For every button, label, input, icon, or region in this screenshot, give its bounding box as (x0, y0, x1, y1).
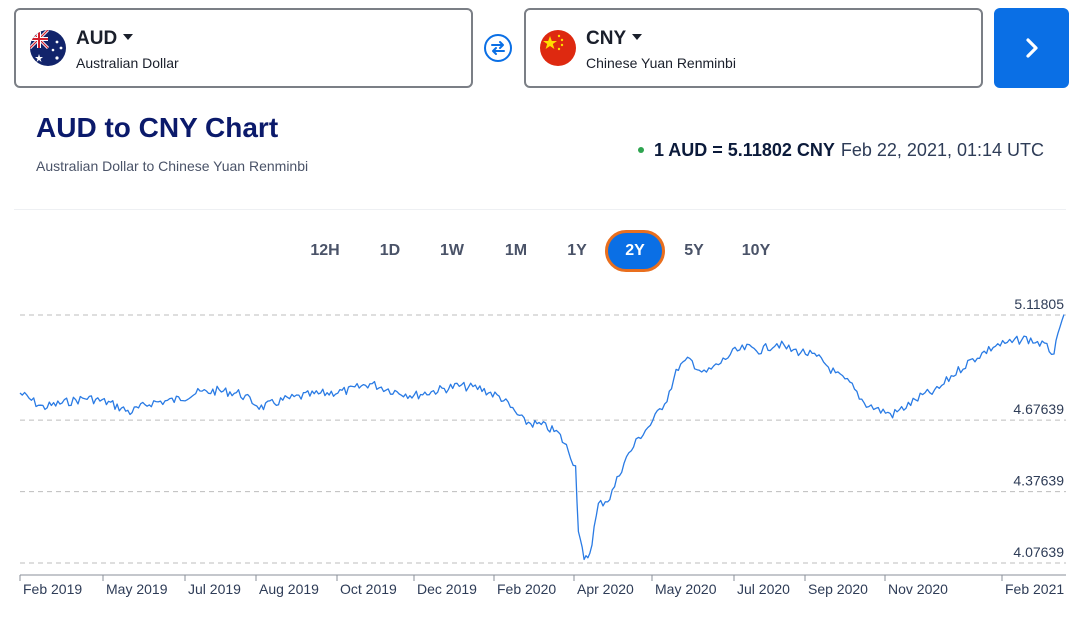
live-rate: 1 AUD = 5.11802 CNY Feb 22, 2021, 01:14 U… (637, 140, 1044, 161)
swap-icon (484, 34, 512, 62)
series-line (19, 314, 1065, 561)
divider (14, 209, 1066, 210)
x-tick-label: Nov 2020 (888, 581, 948, 597)
x-tick-label: Feb 2020 (497, 581, 556, 597)
tab-1m[interactable]: 1M (504, 242, 528, 259)
australia-flag-icon (30, 30, 66, 66)
x-tick-label: Oct 2019 (340, 581, 397, 597)
y-tick-label: 4.37639 (1013, 473, 1064, 489)
convert-go-button[interactable] (994, 8, 1069, 88)
tab-2y[interactable]: 2Y (605, 230, 665, 272)
tab-1y[interactable]: 1Y (567, 242, 587, 259)
x-tick-label: Apr 2020 (577, 581, 634, 597)
to-currency-selector[interactable]: CNY Chinese Yuan Renminbi (524, 8, 983, 88)
swap-currencies-button[interactable] (483, 33, 513, 63)
to-currency-code: CNY (586, 28, 643, 50)
page-title: AUD to CNY Chart (36, 112, 279, 143)
from-currency-code: AUD (76, 28, 134, 50)
x-tick-label: May 2019 (106, 581, 168, 597)
rate-value: 1 AUD = 5.11802 CNY (653, 140, 835, 160)
page-subtitle: Australian Dollar to Chinese Yuan Renmin… (36, 158, 309, 174)
tab-1w[interactable]: 1W (440, 242, 464, 259)
x-tick-label: Dec 2019 (417, 581, 477, 597)
x-tick-label: Sep 2020 (808, 581, 868, 597)
x-tick-label: Aug 2019 (259, 581, 319, 597)
tab-12h[interactable]: 12H (310, 242, 340, 259)
from-currency-name: Australian Dollar (76, 55, 179, 71)
tab-10y[interactable]: 10Y (741, 242, 771, 259)
period-tabs: 12H 1D 1W 1M 1Y 2Y 5Y 10Y (0, 230, 1080, 274)
y-tick-label: 4.07639 (1013, 544, 1064, 560)
rate-chart[interactable]: 5.11805 4.67639 4.37639 4.07639 Feb 2019 May … (0, 280, 1080, 610)
tab-1d[interactable]: 1D (379, 242, 401, 259)
chevron-right-icon (1025, 38, 1038, 58)
x-tick-label: Jul 2019 (188, 581, 241, 597)
chevron-down-icon (123, 33, 134, 40)
rate-timestamp: Feb 22, 2021, 01:14 UTC (840, 140, 1044, 160)
from-currency-selector[interactable]: AUD Australian Dollar (14, 8, 473, 88)
y-tick-label: 5.11805 (1014, 296, 1064, 312)
to-currency-name: Chinese Yuan Renminbi (586, 55, 736, 71)
x-tick-label: Jul 2020 (737, 581, 790, 597)
tab-5y[interactable]: 5Y (684, 242, 704, 259)
china-flag-icon (540, 30, 576, 66)
x-tick-label: Feb 2021 (1005, 581, 1064, 597)
y-tick-label: 4.67639 (1013, 401, 1064, 417)
x-tick-label: Feb 2019 (23, 581, 82, 597)
chevron-down-icon (632, 33, 643, 40)
x-tick-label: May 2020 (655, 581, 717, 597)
live-dot-icon (637, 147, 644, 153)
